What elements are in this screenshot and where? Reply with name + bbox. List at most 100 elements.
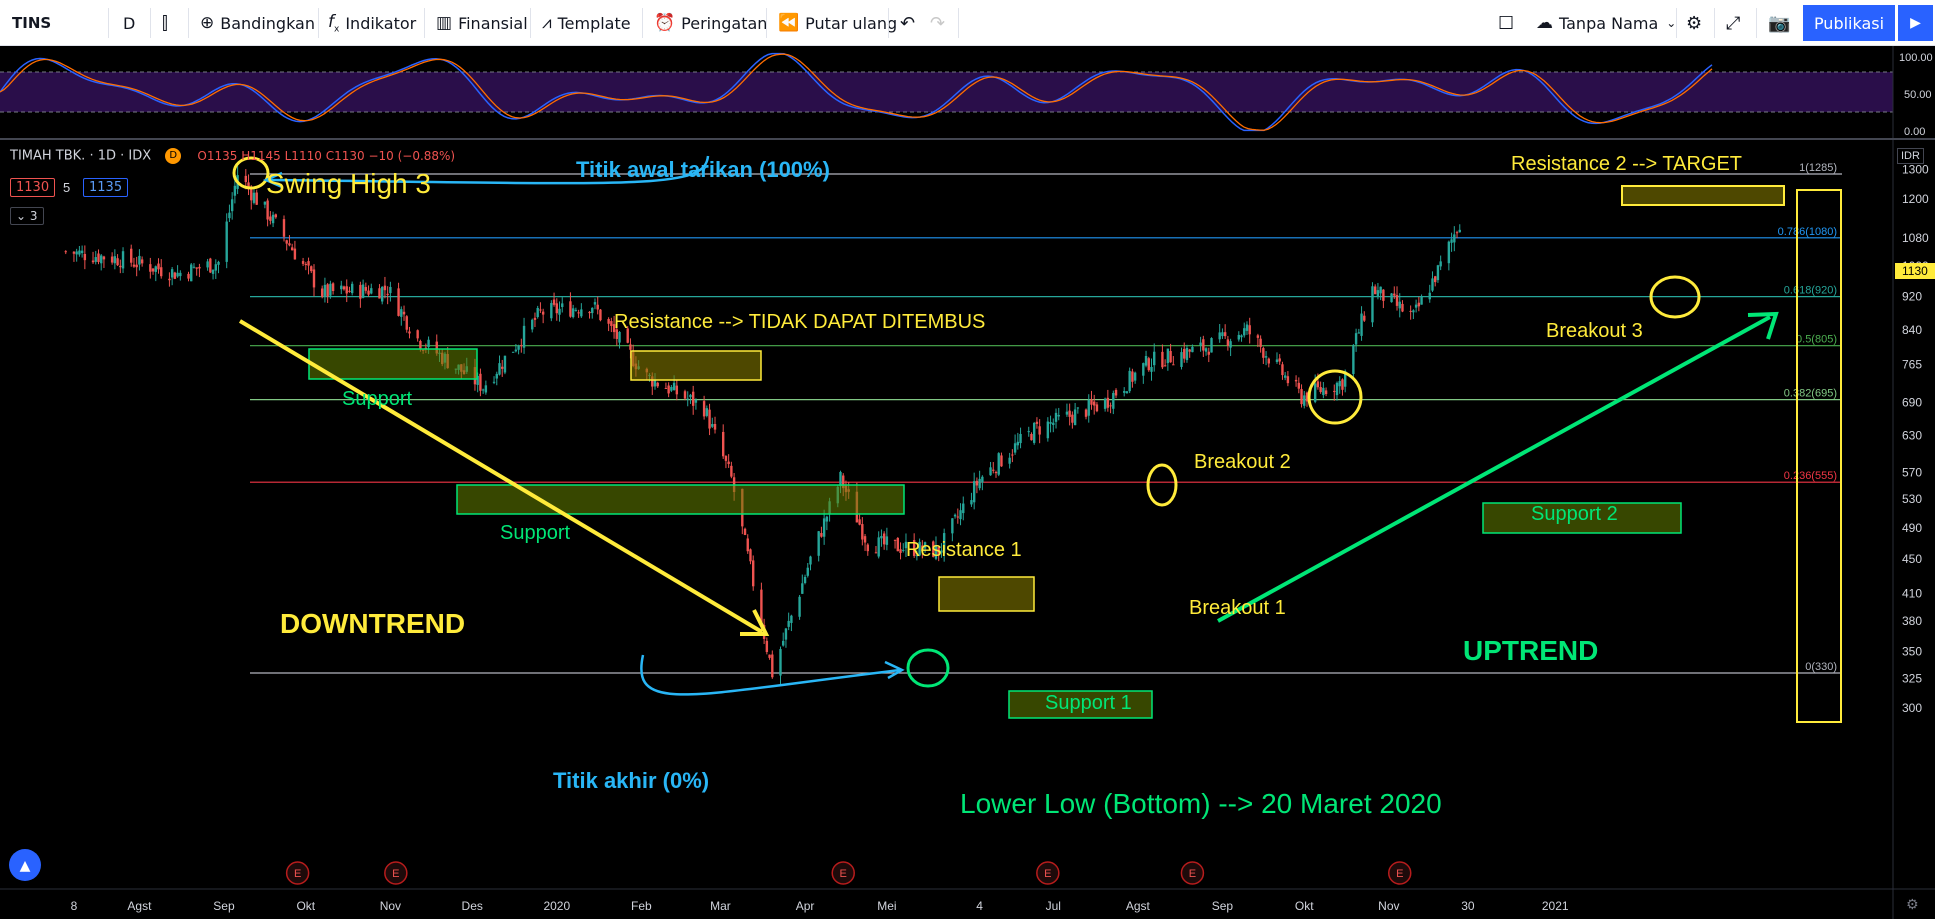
breakout-2-label: Breakout 2 (1194, 451, 1291, 473)
candle-body (727, 461, 730, 465)
oscillator-pane[interactable]: 100.00 50.00 0.00 (0, 46, 1935, 140)
candle-body (367, 290, 370, 295)
candle-body (1221, 332, 1224, 337)
breakout-3-circle[interactable] (1649, 275, 1701, 319)
candle-body (1054, 412, 1058, 422)
candle-body (825, 516, 829, 522)
ask-price-button[interactable]: 1135 (83, 178, 129, 197)
undo-button[interactable]: ↶ (900, 0, 915, 46)
downtrend-arrow[interactable] (238, 319, 764, 634)
earnings-event-marker[interactable]: E (1036, 861, 1060, 885)
support-box-a[interactable] (308, 348, 478, 380)
candle-body (842, 475, 845, 489)
settings-button[interactable]: ⚙ (1686, 0, 1702, 46)
collapse-indicators-button[interactable]: ⌄ 3 (10, 207, 44, 225)
event-letter: E (1396, 868, 1403, 880)
support-box-b[interactable] (456, 484, 905, 515)
candle-body (552, 299, 556, 305)
candle-body (1382, 289, 1385, 301)
candle-body (419, 340, 422, 349)
candle-body (370, 288, 373, 294)
uptrend-arrow[interactable] (1217, 315, 1771, 623)
expand-button[interactable]: ⤢ (1726, 0, 1740, 46)
price-axis[interactable]: 1300120010801000920840765690630570530490… (1902, 163, 1929, 715)
candle-body (408, 331, 411, 334)
compare-button[interactable]: ⊕ Bandingkan (200, 0, 315, 46)
redo-button[interactable]: ↷ (930, 0, 945, 46)
candle-body (1450, 239, 1453, 243)
chart-settings-gear[interactable]: ⚙ (1906, 896, 1919, 913)
breakout-1-circle[interactable] (1146, 463, 1178, 507)
candle-body (1084, 409, 1088, 417)
bottom-circle[interactable] (906, 648, 950, 688)
time-tick: Feb (631, 899, 652, 913)
candle-body (610, 321, 613, 326)
candle-body (1360, 313, 1363, 336)
lower-low-label: Lower Low (Bottom) --> 20 Maret 2020 (960, 788, 1442, 819)
candle-body (1188, 349, 1191, 352)
fullscreen-toggle[interactable]: ☐ (1498, 0, 1514, 46)
publish-button[interactable]: Publikasi (1803, 5, 1895, 41)
play-button[interactable]: ▶ (1898, 5, 1933, 41)
brand-logo[interactable]: ▲ (9, 849, 41, 881)
candle-body (1128, 370, 1131, 392)
candle-body (1455, 232, 1459, 234)
time-tick: Mar (710, 899, 731, 913)
swing-high-circle[interactable] (232, 156, 270, 190)
candle-body (1376, 290, 1380, 297)
candle-body (1226, 339, 1230, 346)
start-point-arrow[interactable] (269, 155, 710, 185)
earnings-event-marker[interactable]: E (285, 861, 310, 885)
support-2-box[interactable] (1482, 502, 1682, 534)
alert-button[interactable]: ⏰ Peringatan (654, 0, 767, 46)
time-axis[interactable]: 8 Agst Sep Okt Nov Des 2020 Feb Mar Apr Mei 4 Jul Ags… (71, 899, 1569, 913)
candle-body (708, 409, 711, 429)
target-box[interactable] (1621, 185, 1785, 206)
candle-body (626, 328, 629, 343)
replay-button[interactable]: ⏪ Putar ulang (778, 0, 897, 46)
candle-body (503, 355, 507, 373)
earnings-events[interactable]: E E E E E E ▲ (9, 849, 1412, 885)
candle-body (1109, 405, 1112, 407)
candle-body (921, 545, 924, 551)
candle-body (588, 311, 591, 314)
target-zone-rect[interactable] (1796, 189, 1842, 723)
market-status-label: D (169, 150, 178, 161)
candle-body (1417, 302, 1421, 307)
price-chart[interactable]: 1(1285) 0.786(1080) 0.618(920) 0.5(805) 0.38… (0, 140, 1935, 919)
candle-body (1373, 286, 1377, 295)
price-tick: 630 (1902, 429, 1922, 443)
candle-body (790, 615, 793, 623)
template-button[interactable]: ⩘ Template (542, 0, 631, 46)
snapshot-button[interactable]: 📷 (1768, 0, 1790, 46)
market-status-badge[interactable]: D (165, 148, 182, 164)
candle-body (912, 540, 916, 556)
bid-price-button[interactable]: 1130 (10, 178, 56, 197)
resistance-box-top[interactable] (630, 350, 762, 381)
breakout-2-circle[interactable] (1307, 369, 1363, 425)
candle-body (1068, 410, 1071, 417)
financial-button[interactable]: ▥ Finansial (436, 0, 528, 46)
time-tick: 2020 (543, 899, 570, 913)
earnings-event-marker[interactable]: E (831, 861, 855, 885)
event-letter: E (840, 868, 847, 880)
interval-button[interactable]: D (123, 0, 135, 46)
currency-badge[interactable]: IDR (1897, 148, 1924, 164)
support-1-box[interactable] (1008, 690, 1153, 719)
support-b-label: Support (500, 522, 571, 544)
earnings-event-marker[interactable]: E (384, 861, 408, 885)
candle-body (801, 583, 804, 594)
time-tick: 30 (1461, 899, 1475, 913)
earnings-event-marker[interactable]: E (1180, 861, 1205, 885)
earnings-event-marker[interactable]: E (1387, 861, 1412, 885)
symbol-search[interactable]: TINS (12, 0, 51, 46)
candle-body (113, 256, 117, 264)
candle-style-button[interactable]: ⫿ (162, 0, 168, 46)
indicator-button[interactable]: fx Indikator (328, 0, 416, 46)
end-point-arrow[interactable] (640, 654, 901, 696)
resistance-1-box[interactable] (938, 576, 1035, 612)
annotation-drawings[interactable] (232, 155, 1842, 723)
last-price-label: 1130 (1895, 263, 1935, 279)
candle-body (591, 307, 594, 314)
layout-menu[interactable]: ☁ Tanpa Nama ⌄ (1536, 0, 1676, 46)
